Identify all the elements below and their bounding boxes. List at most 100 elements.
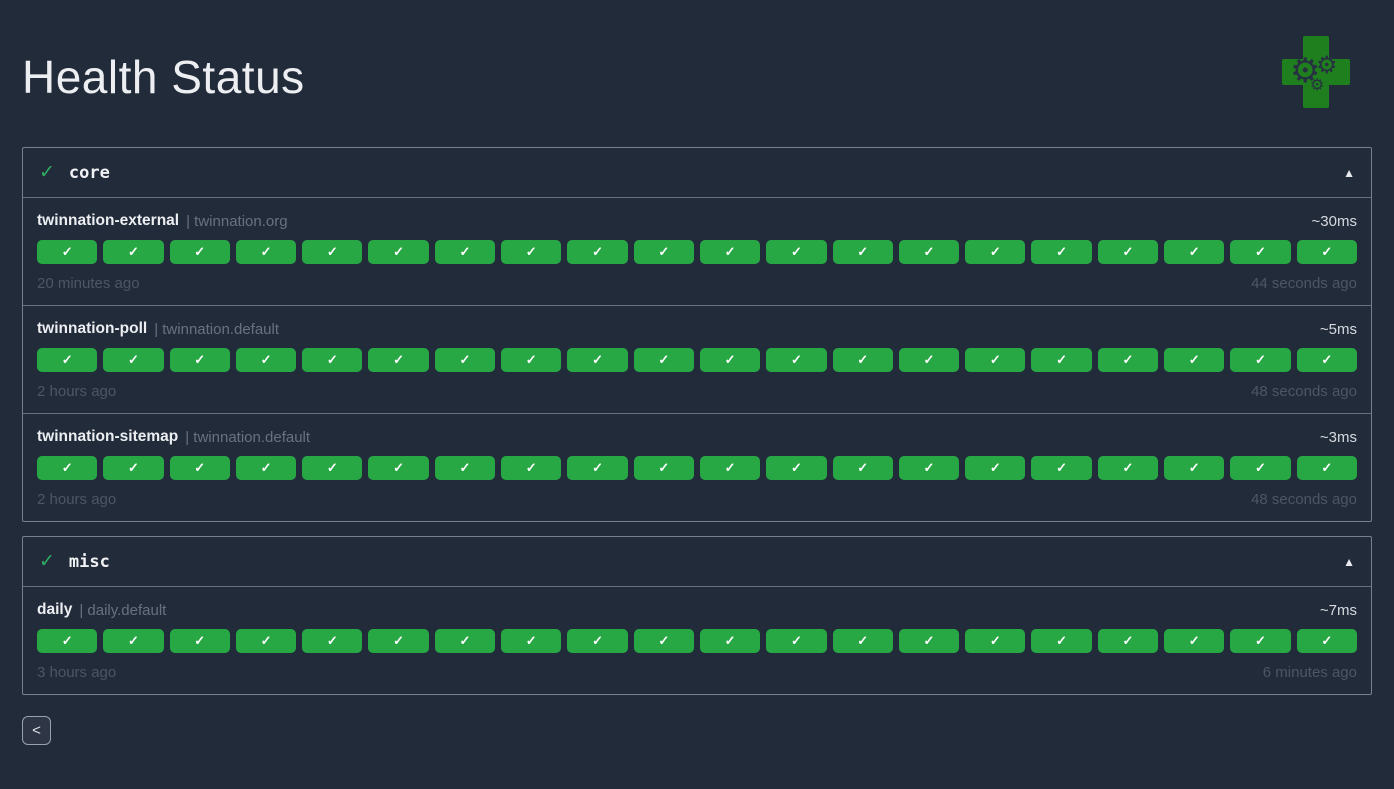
result-pill-success[interactable]: ✓ [699, 348, 761, 372]
result-pill-success[interactable]: ✓ [1164, 629, 1225, 653]
result-pill-success[interactable]: ✓ [1097, 456, 1159, 480]
result-pill-success[interactable]: ✓ [169, 456, 230, 480]
result-pill-success[interactable]: ✓ [766, 456, 827, 480]
result-pill-success[interactable]: ✓ [1230, 456, 1291, 480]
endpoint-name[interactable]: twinnation-sitemap [37, 428, 179, 445]
result-pill-success[interactable]: ✓ [567, 629, 628, 653]
group-header-core[interactable]: ✓ core ▲ [23, 148, 1371, 198]
result-pill-success[interactable]: ✓ [103, 456, 164, 480]
result-pill-success[interactable]: ✓ [1164, 456, 1225, 480]
result-pill-success[interactable]: ✓ [103, 348, 164, 372]
result-pill-success[interactable]: ✓ [368, 456, 429, 480]
result-pill-success[interactable]: ✓ [898, 629, 960, 653]
result-pill-success[interactable]: ✓ [434, 240, 496, 264]
result-pill-success[interactable]: ✓ [965, 348, 1026, 372]
result-pill-success[interactable]: ✓ [965, 240, 1026, 264]
result-pill-success[interactable]: ✓ [965, 456, 1026, 480]
result-pill-success[interactable]: ✓ [302, 629, 363, 653]
endpoint-name[interactable]: daily [37, 601, 73, 618]
result-pill-success[interactable]: ✓ [567, 456, 628, 480]
result-pill-success[interactable]: ✓ [1031, 629, 1092, 653]
check-icon: ✓ [658, 633, 670, 648]
back-button[interactable]: < [22, 716, 51, 745]
result-pill-success[interactable]: ✓ [169, 240, 230, 264]
result-pill-success[interactable]: ✓ [766, 348, 827, 372]
check-icon: ✓ [393, 633, 405, 648]
result-pill-success[interactable]: ✓ [1031, 348, 1092, 372]
result-pill-success[interactable]: ✓ [501, 240, 562, 264]
result-pill-success[interactable]: ✓ [37, 348, 98, 372]
result-pill-success[interactable]: ✓ [1097, 240, 1159, 264]
triangle-up-icon[interactable]: ▲ [1343, 165, 1355, 180]
result-pill-success[interactable]: ✓ [103, 240, 164, 264]
result-pill-success[interactable]: ✓ [302, 456, 363, 480]
result-pill-success[interactable]: ✓ [434, 456, 496, 480]
result-pill-success[interactable]: ✓ [37, 629, 98, 653]
result-pill-success[interactable]: ✓ [103, 629, 164, 653]
result-pill-success[interactable]: ✓ [766, 240, 827, 264]
result-pill-success[interactable]: ✓ [1296, 240, 1357, 264]
result-pill-success[interactable]: ✓ [501, 629, 562, 653]
result-pill-success[interactable]: ✓ [434, 629, 496, 653]
result-pill-success[interactable]: ✓ [699, 456, 761, 480]
result-pill-success[interactable]: ✓ [1230, 348, 1291, 372]
endpoint-group-label: | twinnation.org [186, 212, 288, 230]
result-pill-success[interactable]: ✓ [1230, 629, 1291, 653]
result-pill-success[interactable]: ✓ [567, 240, 628, 264]
result-pill-success[interactable]: ✓ [169, 348, 230, 372]
result-pill-success[interactable]: ✓ [1031, 240, 1092, 264]
result-pill-success[interactable]: ✓ [965, 629, 1026, 653]
result-pill-success[interactable]: ✓ [302, 348, 363, 372]
result-pill-success[interactable]: ✓ [1164, 240, 1225, 264]
result-pill-success[interactable]: ✓ [434, 348, 496, 372]
result-pill-success[interactable]: ✓ [235, 629, 297, 653]
result-pill-success[interactable]: ✓ [37, 240, 98, 264]
result-pill-success[interactable]: ✓ [898, 348, 960, 372]
check-icon: ✓ [326, 633, 338, 648]
result-pill-success[interactable]: ✓ [368, 348, 429, 372]
result-pill-success[interactable]: ✓ [368, 240, 429, 264]
result-pill-success[interactable]: ✓ [832, 456, 893, 480]
result-pill-success[interactable]: ✓ [235, 456, 297, 480]
result-pill-success[interactable]: ✓ [898, 240, 960, 264]
result-pill-success[interactable]: ✓ [633, 348, 694, 372]
check-icon: ✓ [989, 633, 1001, 648]
check-icon: ✓ [1255, 460, 1266, 475]
result-pill-success[interactable]: ✓ [1230, 240, 1291, 264]
result-pill-success[interactable]: ✓ [302, 240, 363, 264]
result-pill-success[interactable]: ✓ [1164, 348, 1225, 372]
triangle-up-icon[interactable]: ▲ [1343, 554, 1355, 569]
result-pill-success[interactable]: ✓ [832, 629, 893, 653]
result-pill-success[interactable]: ✓ [1296, 456, 1357, 480]
result-pill-success[interactable]: ✓ [1097, 348, 1159, 372]
result-pill-success[interactable]: ✓ [766, 629, 827, 653]
check-icon: ✓ [194, 244, 206, 259]
result-pill-success[interactable]: ✓ [1031, 456, 1092, 480]
group-header-misc[interactable]: ✓ misc ▲ [23, 537, 1371, 587]
result-pill-success[interactable]: ✓ [567, 348, 628, 372]
result-pill-success[interactable]: ✓ [898, 456, 960, 480]
result-pill-success[interactable]: ✓ [235, 240, 297, 264]
result-pill-success[interactable]: ✓ [699, 240, 761, 264]
result-pill-success[interactable]: ✓ [1296, 348, 1357, 372]
result-pill-success[interactable]: ✓ [501, 348, 562, 372]
result-pill-success[interactable]: ✓ [501, 456, 562, 480]
result-pill-success[interactable]: ✓ [235, 348, 297, 372]
endpoint-response-time: ~3ms [1319, 428, 1357, 446]
check-icon: ✓ [989, 460, 1001, 475]
result-pill-success[interactable]: ✓ [832, 240, 893, 264]
result-pill-success[interactable]: ✓ [1296, 629, 1357, 653]
result-pill-success[interactable]: ✓ [368, 629, 429, 653]
endpoint-name[interactable]: twinnation-poll [37, 320, 148, 337]
page-title: Health Status [22, 51, 305, 103]
result-pill-success[interactable]: ✓ [832, 348, 893, 372]
result-pill-success[interactable]: ✓ [633, 240, 694, 264]
check-icon: ✓ [923, 352, 935, 367]
result-pill-success[interactable]: ✓ [699, 629, 761, 653]
endpoint-name[interactable]: twinnation-external [37, 212, 180, 229]
result-pill-success[interactable]: ✓ [633, 456, 694, 480]
result-pill-success[interactable]: ✓ [169, 629, 230, 653]
result-pill-success[interactable]: ✓ [37, 456, 98, 480]
result-pill-success[interactable]: ✓ [633, 629, 694, 653]
result-pill-success[interactable]: ✓ [1097, 629, 1159, 653]
